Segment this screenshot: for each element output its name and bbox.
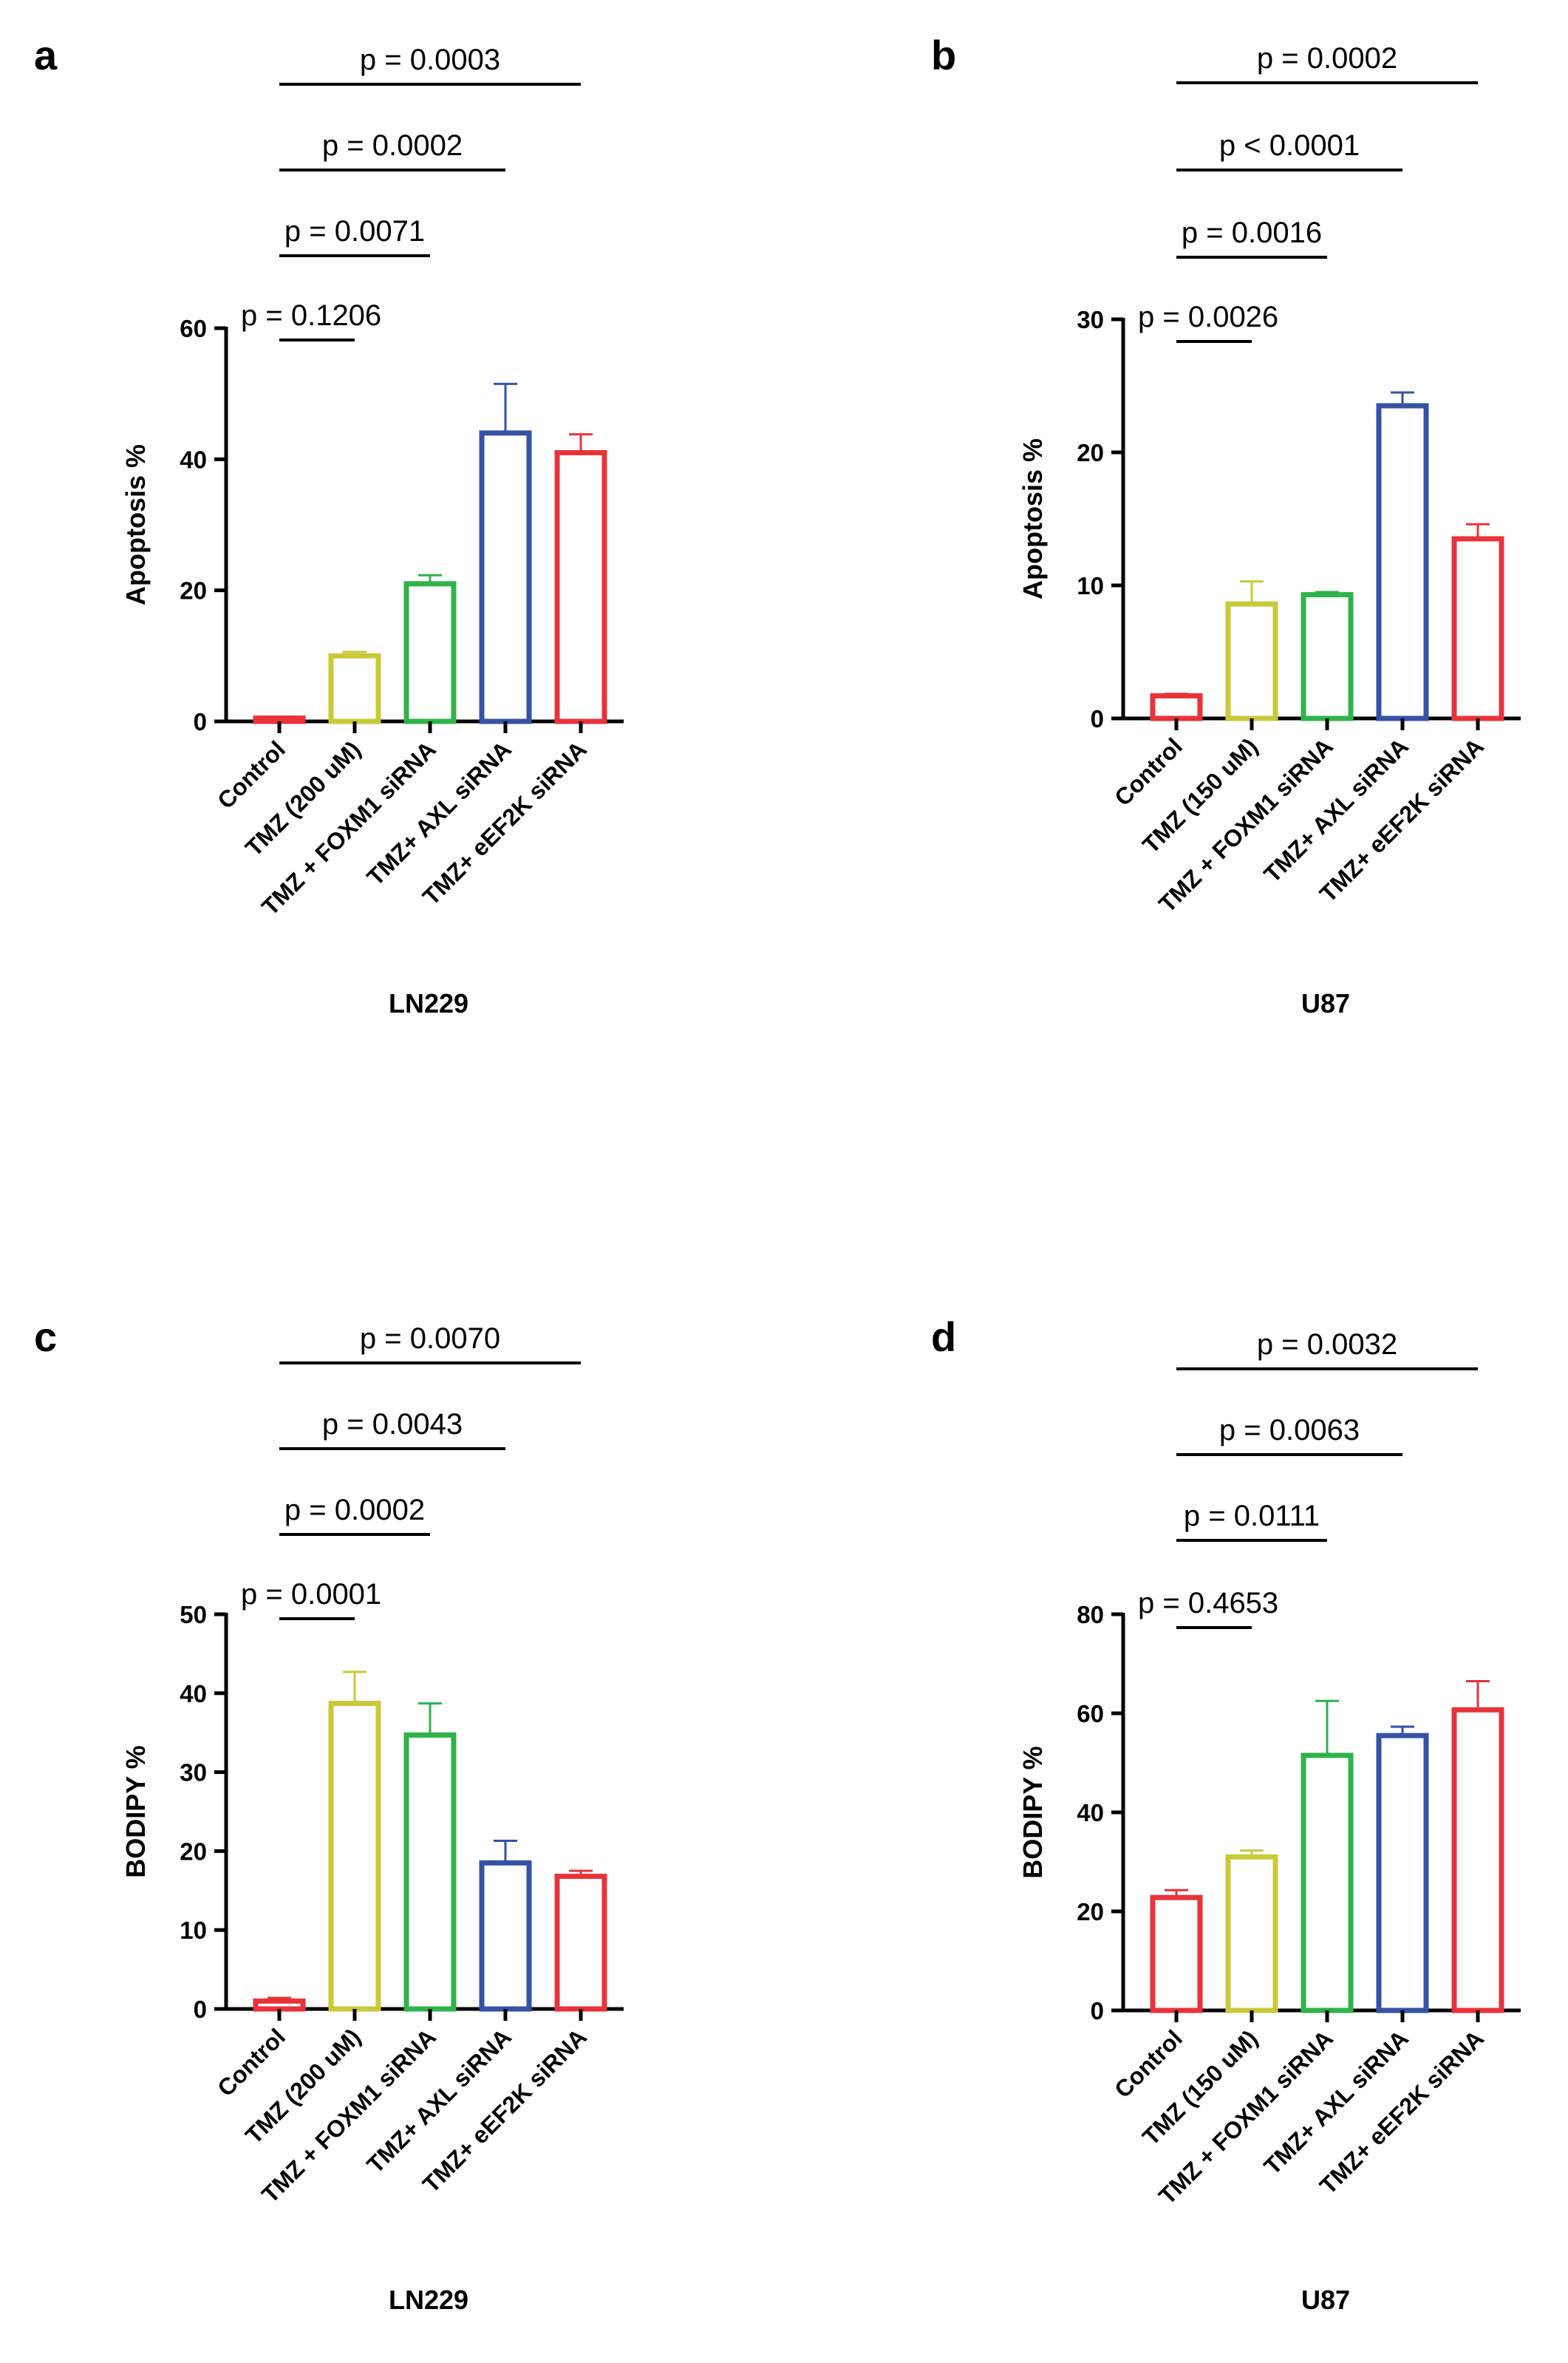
panel-letter: b [931,32,956,78]
bar [403,581,457,724]
category-label: TMZ+ AXL siRNA [361,2023,517,2178]
bar [328,1701,381,2012]
category-label: Control [212,2023,290,2101]
y-tick-label: 60 [1077,1700,1104,1727]
y-tick-label: 0 [194,708,207,735]
x-axis-label: LN229 [389,988,468,1019]
category-label: Control [1109,732,1187,811]
y-axis-label: Apoptosis % [120,444,151,605]
y-tick-label: 20 [180,1837,207,1865]
y-tick-label: 10 [1077,572,1104,599]
y-tick-label: 80 [1077,1601,1104,1628]
y-axis-label: BODIPY % [1018,1746,1048,1878]
x-axis-label: LN229 [389,2285,468,2315]
x-axis-label: U87 [1301,2285,1350,2315]
y-tick-label: 30 [1077,306,1104,333]
y-tick-label: 0 [1091,705,1104,732]
significance-label: p = 0.0003 [360,44,500,76]
x-axis-label: U87 [1301,988,1350,1019]
y-tick-label: 20 [1077,439,1104,466]
bar [328,653,381,724]
y-tick-label: 0 [1091,1997,1104,2024]
bar [403,1732,457,2012]
bar [479,1860,532,2012]
bar [1225,1854,1278,2013]
significance-label: p = 0.0070 [360,1322,500,1355]
panel-letter: c [34,1313,57,1360]
bar [554,449,607,724]
y-tick-label: 60 [180,315,207,342]
significance-label: p = 0.0111 [1184,1500,1320,1532]
bar [1150,1894,1203,2013]
significance-label: p = 0.0026 [1138,301,1278,333]
y-tick-label: 0 [194,1996,207,2023]
bar [1376,1733,1429,2013]
y-tick-label: 10 [180,1917,207,1944]
bar [1451,1707,1504,2013]
bar [1150,693,1203,721]
significance-label: p = 0.0032 [1257,1328,1397,1361]
panel-letter: a [34,32,58,78]
significance-label: p = 0.0001 [241,1578,381,1611]
significance-label: p = 0.0063 [1219,1414,1360,1446]
bar [1301,1752,1354,2013]
category-label: Control [1109,2024,1187,2103]
bar [1376,403,1429,721]
significance-label: p = 0.0043 [322,1408,463,1441]
y-tick-label: 50 [180,1601,207,1628]
significance-label: p = 0.0071 [284,215,425,248]
category-label: TMZ+ AXL siRNA [1258,732,1414,888]
bar [1225,601,1278,721]
y-tick-label: 40 [180,446,207,473]
significance-label: p = 0.0002 [284,1494,425,1526]
significance-label: p < 0.0001 [1219,129,1360,162]
bar [479,430,532,724]
y-tick-label: 40 [180,1680,207,1707]
bar [1301,592,1354,721]
panel-letter: d [931,1313,956,1360]
y-tick-label: 20 [180,577,207,605]
significance-label: p = 0.1206 [241,299,381,332]
category-label: Control [212,735,290,814]
y-tick-label: 20 [1077,1898,1104,1925]
significance-label: p = 0.0016 [1182,217,1322,249]
bar [1451,536,1504,721]
y-tick-label: 40 [1077,1799,1104,1826]
y-tick-label: 30 [180,1759,207,1786]
bar [253,715,306,724]
category-label: TMZ+ AXL siRNA [361,735,517,891]
significance-label: p = 0.0002 [322,129,463,162]
significance-label: p = 0.0002 [1257,42,1397,75]
y-axis-label: BODIPY % [120,1745,151,1877]
significance-label: p = 0.4653 [1138,1587,1278,1619]
bar [554,1874,607,2012]
category-label: TMZ+ AXL siRNA [1258,2024,1414,2180]
y-axis-label: Apoptosis % [1018,438,1048,599]
bar [253,1998,306,2012]
